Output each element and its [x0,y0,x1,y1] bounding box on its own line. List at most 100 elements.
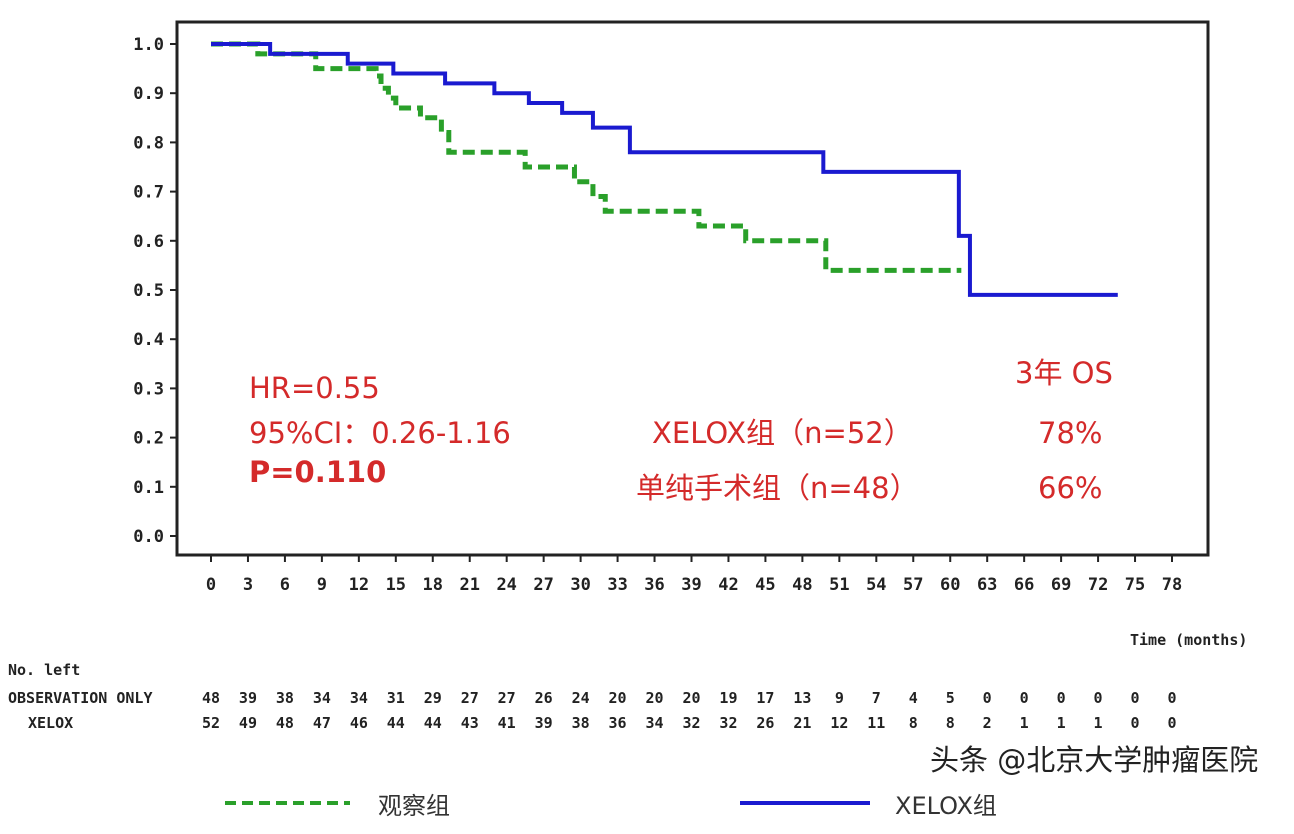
survival-curves [211,41,1118,297]
risk-table-cell: 44 [387,714,405,732]
y-tick-label: 0.2 [133,429,164,449]
x-axis-label: Time (months) [1130,631,1247,649]
risk-table-cell: 38 [572,714,590,732]
risk-table-cell: 19 [719,689,737,707]
risk-table-cell: 38 [276,689,294,707]
x-tick-label: 9 [317,575,327,595]
risk-table-cell: 17 [756,689,774,707]
risk-table-cell: 20 [609,689,627,707]
x-tick-label: 18 [423,575,443,595]
y-tick-label: 0.0 [133,527,164,547]
risk-table-cell: 0 [1167,714,1176,732]
risk-table-cell: 46 [350,714,368,732]
surgery-group-label: 单纯手术组（n=48） [636,471,919,505]
risk-table-cell: 32 [682,714,700,732]
x-tick-label: 75 [1125,575,1145,595]
risk-table-cell: 29 [424,689,442,707]
x-tick-label: 0 [206,575,216,595]
x-tick-label: 39 [681,575,701,595]
risk-table-cell: 26 [535,689,553,707]
hr-annotation: HR=0.55 [249,371,380,405]
x-tick-label: 72 [1088,575,1108,595]
risk-table-cell: 34 [313,689,331,707]
risk-table-cell: 39 [239,689,257,707]
risk-table-cell: 4 [909,689,918,707]
y-tick-label: 1.0 [133,35,164,55]
y-tick-label: 0.4 [133,330,164,350]
y-tick-label: 0.9 [133,84,164,104]
risk-table-cell: 12 [830,714,848,732]
x-axis: 0 3 6 9 12 15 18 21 24 27 30 33 36 39 42 45 48 51 54 57 60 63… [206,555,1182,595]
risk-table-cell: 1 [1094,714,1103,732]
risk-table-cell: 34 [646,714,664,732]
risk-table-cell: 27 [461,689,479,707]
risk-row-label-observation: OBSERVATION ONLY [8,689,153,707]
x-tick-label: 33 [607,575,627,595]
os-header: 3年 OS [1015,356,1113,390]
x-tick-label: 15 [386,575,406,595]
curve-xelox [211,42,1118,297]
x-tick-label: 66 [1014,575,1034,595]
x-tick-label: 54 [866,575,886,595]
risk-row-label-xelox: XELOX [28,714,73,732]
risk-table-cell: 39 [535,714,553,732]
risk-table-cell: 11 [867,714,885,732]
surgery-os-value: 66% [1038,471,1102,505]
risk-table-header: No. left [8,661,80,679]
risk-table-cell: 31 [387,689,405,707]
risk-table-cell: 34 [350,689,368,707]
x-tick-label: 6 [280,575,290,595]
risk-table-cell: 52 [202,714,220,732]
risk-table-cell: 27 [498,689,516,707]
risk-table-cell: 44 [424,714,442,732]
risk-table-cell: 24 [572,689,590,707]
y-tick-label: 0.5 [133,281,164,301]
risk-table-cell: 8 [946,714,955,732]
y-tick-label: 0.1 [133,478,164,498]
risk-table-cell: 0 [1167,689,1176,707]
x-tick-label: 60 [940,575,960,595]
x-tick-label: 48 [792,575,812,595]
x-tick-label: 24 [496,575,516,595]
legend-label-observation: 观察组 [378,792,450,820]
risk-table-cell: 0 [1094,689,1103,707]
x-tick-label: 51 [829,575,849,595]
x-tick-label: 63 [977,575,997,595]
risk-table-cell: 1 [1020,714,1029,732]
risk-table-cell: 49 [239,714,257,732]
y-axis: 1.0 0.9 0.8 0.7 0.6 0.5 0.4 0.3 0.2 0.1 0.0 [133,35,177,547]
risk-table-cell: 43 [461,714,479,732]
risk-table-cell: 0 [1020,689,1029,707]
risk-table-cell: 26 [756,714,774,732]
risk-table-cell: 48 [276,714,294,732]
risk-table: 48 39 38 34 34 31 29 27 27 26 24 20 20 20 19 17 13 9 7 4 5 0 0… [202,689,1177,732]
risk-table-cell: 36 [609,714,627,732]
y-tick-label: 0.8 [133,133,164,153]
y-tick-label: 0.7 [133,183,164,203]
risk-table-cell: 20 [646,689,664,707]
x-tick-label: 27 [533,575,553,595]
xelox-group-label: XELOX组（n=52） [652,416,913,450]
risk-table-cell: 0 [1131,714,1140,732]
risk-table-cell: 21 [793,714,811,732]
x-tick-label: 36 [644,575,664,595]
risk-table-cell: 32 [719,714,737,732]
x-tick-label: 3 [243,575,253,595]
x-tick-label: 78 [1162,575,1182,595]
risk-table-cell: 0 [983,689,992,707]
x-tick-label: 45 [755,575,775,595]
x-tick-label: 69 [1051,575,1071,595]
x-tick-label: 30 [570,575,590,595]
xelox-os-value: 78% [1038,416,1102,450]
risk-table-cell: 9 [835,689,844,707]
x-tick-label: 21 [459,575,479,595]
risk-table-cell: 0 [1057,689,1066,707]
risk-table-cell: 13 [793,689,811,707]
risk-table-cell: 20 [682,689,700,707]
risk-table-cell: 48 [202,689,220,707]
plot-frame [175,20,1210,557]
legend-label-xelox: XELOX组 [895,792,997,820]
x-tick-label: 57 [903,575,923,595]
watermark: 头条 @北京大学肿瘤医院 [930,743,1258,777]
